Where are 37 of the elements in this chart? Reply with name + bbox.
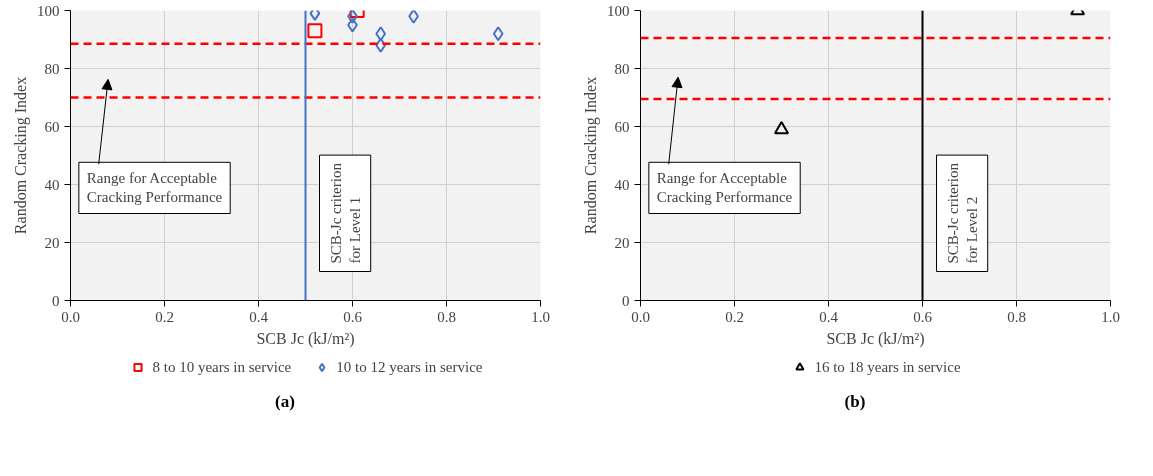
y-tick-label: 80: [44, 60, 60, 77]
x-tick-label: 0.4: [819, 308, 839, 325]
y-tick-label: 60: [614, 118, 630, 135]
x-tick-label: 0.2: [725, 308, 744, 325]
y-tick-label: 40: [614, 176, 630, 193]
x-tick-label: 1.0: [531, 308, 550, 325]
y-tick-label: 0: [622, 292, 630, 309]
text: (a): [275, 391, 295, 413]
x-tick-label: 0.6: [343, 308, 363, 325]
x-tick-label: 0.0: [631, 308, 650, 325]
x-axis-title: SCB Jc (kJ/m²): [826, 329, 925, 348]
x-tick-label: 0.6: [913, 308, 933, 325]
ref-line-label: SCB-Jc criterion for Level 2: [944, 162, 980, 264]
legend-label: 10 to 12 years in service: [336, 358, 483, 376]
text: (b): [844, 391, 866, 413]
x-tick-label: 0.4: [249, 308, 269, 325]
y-tick-label: 0: [52, 292, 60, 309]
y-tick-label: 100: [607, 2, 630, 19]
x-tick-label: 0.8: [437, 308, 456, 325]
x-tick-label: 0.8: [1007, 308, 1026, 325]
y-tick-label: 60: [44, 118, 60, 135]
y-tick-label: 40: [44, 176, 60, 193]
y-axis-title: Random Cracking Index: [582, 76, 600, 235]
legend-label: 8 to 10 years in service: [152, 358, 292, 376]
y-axis-title: Random Cracking Index: [12, 76, 30, 235]
legend-label: 16 to 18 years in service: [814, 358, 961, 376]
annotation: Range for Acceptable Cracking Performance: [656, 170, 793, 206]
y-tick-label: 100: [37, 2, 60, 19]
x-tick-label: 1.0: [1101, 308, 1120, 325]
y-tick-label: 80: [614, 60, 630, 77]
x-tick-label: 0.0: [61, 308, 80, 325]
ref-line-label: SCB-Jc criterion for Level 1: [327, 162, 363, 264]
annotation: Range for Acceptable Cracking Performance: [86, 170, 223, 206]
x-axis-title: SCB Jc (kJ/m²): [256, 329, 355, 348]
x-tick-label: 0.2: [155, 308, 174, 325]
y-tick-label: 20: [44, 234, 60, 251]
y-tick-label: 20: [614, 234, 630, 251]
